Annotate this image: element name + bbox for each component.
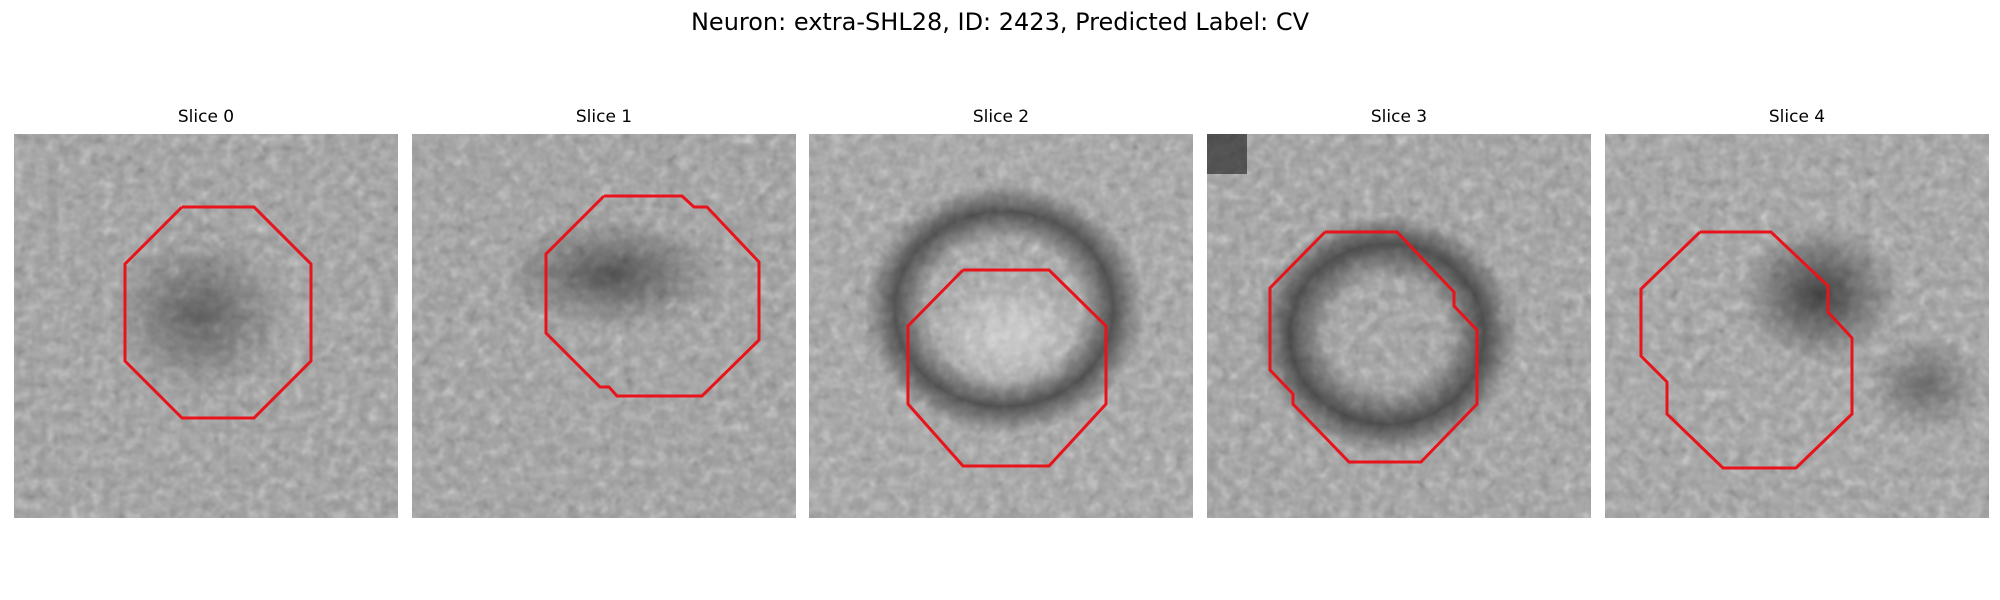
slice-image xyxy=(1605,134,1989,518)
roi-contour xyxy=(1639,230,1854,470)
slice-image xyxy=(14,134,398,518)
roi-contour xyxy=(544,194,761,398)
slice-title: Slice 2 xyxy=(972,107,1030,127)
roi-contour xyxy=(123,205,313,420)
slice-title: Slice 4 xyxy=(1768,107,1826,127)
slice-image xyxy=(1207,134,1591,518)
slice-panel-0: Slice 0 xyxy=(14,107,398,520)
slice-panel-3: Slice 3 xyxy=(1207,107,1591,520)
figure-title: Neuron: extra-SHL28, ID: 2423, Predicted… xyxy=(690,8,1310,36)
slice-panel-4: Slice 4 xyxy=(1605,107,1989,520)
slice-image xyxy=(809,134,1193,518)
slice-title: Slice 0 xyxy=(177,107,235,127)
roi-contour xyxy=(1268,230,1479,464)
slice-title: Slice 1 xyxy=(575,107,633,127)
slice-panel-2: Slice 2 xyxy=(809,107,1193,520)
slice-panel-1: Slice 1 xyxy=(412,107,796,520)
slice-image xyxy=(412,134,796,518)
roi-contour xyxy=(906,268,1108,468)
slice-title: Slice 3 xyxy=(1370,107,1428,127)
